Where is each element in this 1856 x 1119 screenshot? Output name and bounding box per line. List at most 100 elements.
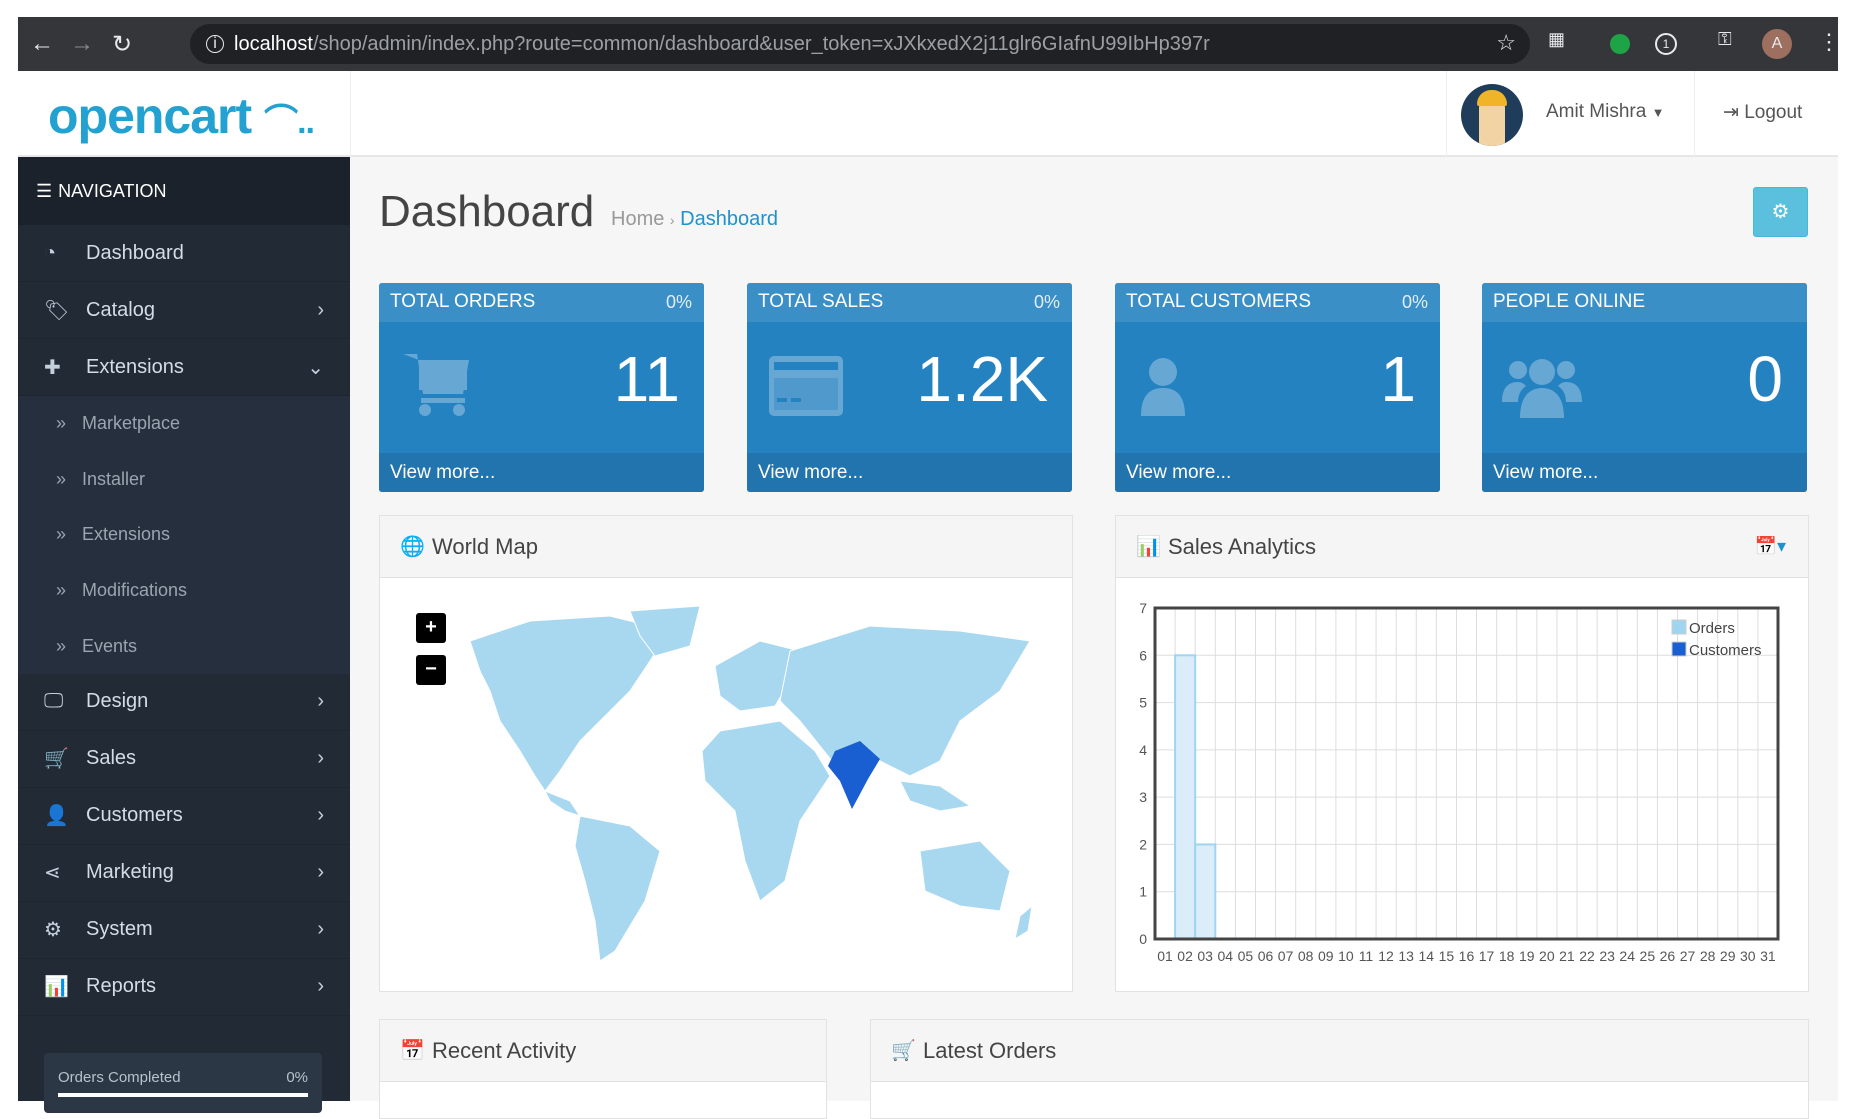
- calendar-dropdown-icon[interactable]: 📅▾: [1754, 536, 1786, 556]
- profile-avatar[interactable]: A: [1762, 29, 1792, 59]
- green-extension-icon[interactable]: [1610, 34, 1630, 54]
- bar-chart-icon: 📊: [1136, 536, 1161, 558]
- breadcrumb-dashboard[interactable]: Dashboard: [680, 208, 778, 230]
- x-tick-label: 17: [1479, 948, 1495, 964]
- bar-chart-icon: 📊: [44, 976, 69, 999]
- forward-icon[interactable]: →: [70, 30, 94, 57]
- reload-icon[interactable]: ↻: [111, 30, 133, 58]
- sidebar-item-extensions[interactable]: ✚ Extensions ⌄: [18, 339, 350, 396]
- x-tick-label: 24: [1619, 948, 1635, 964]
- back-icon[interactable]: ←: [30, 30, 54, 57]
- user-icon: [1141, 358, 1185, 416]
- navigation-header: ☰ NAVIGATION: [18, 157, 350, 225]
- map-australia: [919, 840, 1011, 912]
- chevron-right-icon: ›: [317, 975, 324, 998]
- angle-double-right-icon: »: [56, 580, 67, 601]
- view-more-link[interactable]: View more...: [1482, 453, 1807, 492]
- world-map[interactable]: [440, 601, 1040, 981]
- recent-activity-panel: 📅 Recent Activity: [379, 1019, 827, 1119]
- shopping-cart-icon: [403, 354, 469, 416]
- x-tick-label: 21: [1559, 948, 1575, 964]
- x-tick-label: 23: [1599, 948, 1615, 964]
- extension-badge-icon[interactable]: 1: [1655, 33, 1677, 55]
- x-tick-label: 29: [1720, 948, 1736, 964]
- sidebar-subitem-events[interactable]: » Events: [18, 618, 350, 674]
- x-tick-label: 31: [1760, 948, 1776, 964]
- chevron-down-icon: ⌄: [307, 356, 324, 379]
- y-tick-label: 7: [1139, 600, 1147, 616]
- user-menu[interactable]: Amit Mishra ▼: [1546, 101, 1665, 122]
- map-zoom-out-button[interactable]: −: [416, 655, 446, 685]
- view-more-link[interactable]: View more...: [1115, 453, 1440, 492]
- view-more-link[interactable]: View more...: [747, 453, 1072, 492]
- sidebar-subitem-marketplace[interactable]: » Marketplace: [18, 396, 350, 452]
- sidebar-item-design[interactable]: 🖵 Design ›: [18, 674, 350, 731]
- sign-out-icon: ⇥: [1723, 102, 1739, 123]
- orders-bar: [1194, 843, 1217, 940]
- x-tick-label: 18: [1499, 948, 1515, 964]
- view-more-link[interactable]: View more...: [379, 453, 704, 492]
- bookmark-star-icon[interactable]: ☆: [1496, 30, 1516, 55]
- address-bar[interactable]: i localhost/shop/admin/index.php?route=c…: [190, 24, 1530, 64]
- x-tick-label: 04: [1218, 948, 1234, 964]
- y-tick-label: 4: [1139, 742, 1147, 758]
- puzzle-icon: ✚: [44, 356, 61, 379]
- sales-analytics-panel: 📊 Sales Analytics 📅▾ 0 1 2 3 4 5 6 7 01 02 03 04 05 06 0…: [1115, 515, 1809, 992]
- qr-extension-icon[interactable]: ▦: [1548, 29, 1566, 49]
- x-tick-label: 14: [1418, 948, 1434, 964]
- sidebar-item-catalog[interactable]: 🏷 Catalog ›: [18, 282, 350, 339]
- page-title: Dashboard: [379, 187, 595, 236]
- info-icon[interactable]: i: [206, 35, 224, 53]
- menu-kebab-icon[interactable]: ⋮: [1818, 29, 1840, 54]
- y-tick-label: 6: [1139, 647, 1147, 663]
- latest-orders-panel: 🛒 Latest Orders: [870, 1019, 1809, 1119]
- plot-border: [1153, 606, 1780, 941]
- sidebar-item-customers[interactable]: 👤 Customers ›: [18, 788, 350, 845]
- sidebar-subitem-extensions[interactable]: » Extensions: [18, 507, 350, 563]
- user-icon: 👤: [44, 805, 69, 828]
- sidebar-subitem-installer[interactable]: » Installer: [18, 451, 350, 508]
- map-north-america: [469, 615, 671, 792]
- chevron-right-icon: ›: [317, 298, 324, 321]
- x-tick-label: 08: [1298, 948, 1314, 964]
- share-icon: ⋖: [44, 862, 61, 885]
- sidebar-item-sales[interactable]: 🛒 Sales ›: [18, 731, 350, 788]
- tile-total-sales: TOTAL SALES 0% 1.2K View more...: [747, 283, 1072, 492]
- app-header: opencart ⌒.. Amit Mishra ▼ ⇥ Logout: [18, 71, 1838, 157]
- sidebar-item-marketing[interactable]: ⋖ Marketing ›: [18, 845, 350, 902]
- x-tick-label: 05: [1238, 948, 1254, 964]
- calendar-icon: 📅: [400, 1040, 425, 1062]
- main-content: Dashboard Home › Dashboard ⚙ TOTAL ORDER…: [350, 157, 1838, 1119]
- map-africa: [701, 720, 831, 902]
- user-avatar[interactable]: [1461, 84, 1523, 146]
- sidebar-item-reports[interactable]: 📊 Reports ›: [18, 959, 350, 1016]
- x-tick-label: 02: [1177, 948, 1193, 964]
- settings-button[interactable]: ⚙: [1753, 187, 1808, 237]
- key-icon[interactable]: ⚿: [1718, 29, 1732, 49]
- logout-link[interactable]: ⇥ Logout: [1723, 102, 1803, 123]
- legend-label: Orders: [1689, 620, 1735, 637]
- opencart-logo[interactable]: opencart ⌒..: [48, 88, 315, 144]
- chevron-right-icon: ›: [317, 747, 324, 770]
- x-tick-label: 19: [1519, 948, 1535, 964]
- map-india: [828, 741, 880, 809]
- sidebar-subitem-modifications[interactable]: » Modifications: [18, 562, 350, 619]
- sidebar-item-system[interactable]: ⚙ System ›: [18, 902, 350, 959]
- cog-icon: ⚙: [1771, 201, 1790, 223]
- map-zoom-in-button[interactable]: +: [416, 613, 446, 643]
- x-tick-label: 03: [1197, 948, 1213, 964]
- legend-label: Customers: [1689, 642, 1762, 659]
- globe-icon: 🌐: [400, 536, 425, 558]
- sidebar-item-dashboard[interactable]: ◔ Dashboard: [18, 225, 350, 282]
- shopping-cart-icon: 🛒: [891, 1040, 916, 1062]
- breadcrumb-home[interactable]: Home: [611, 208, 665, 230]
- tile-people-online: PEOPLE ONLINE 0 View more...: [1482, 283, 1807, 492]
- cog-icon: ⚙: [44, 919, 62, 942]
- chevron-right-icon: ›: [317, 690, 324, 713]
- x-tick-label: 25: [1640, 948, 1656, 964]
- legend-swatch: [1671, 619, 1687, 635]
- angle-double-right-icon: »: [56, 413, 67, 434]
- x-tick-label: 06: [1258, 948, 1274, 964]
- bars-icon[interactable]: ☰: [36, 180, 53, 201]
- angle-double-right-icon: »: [56, 524, 67, 545]
